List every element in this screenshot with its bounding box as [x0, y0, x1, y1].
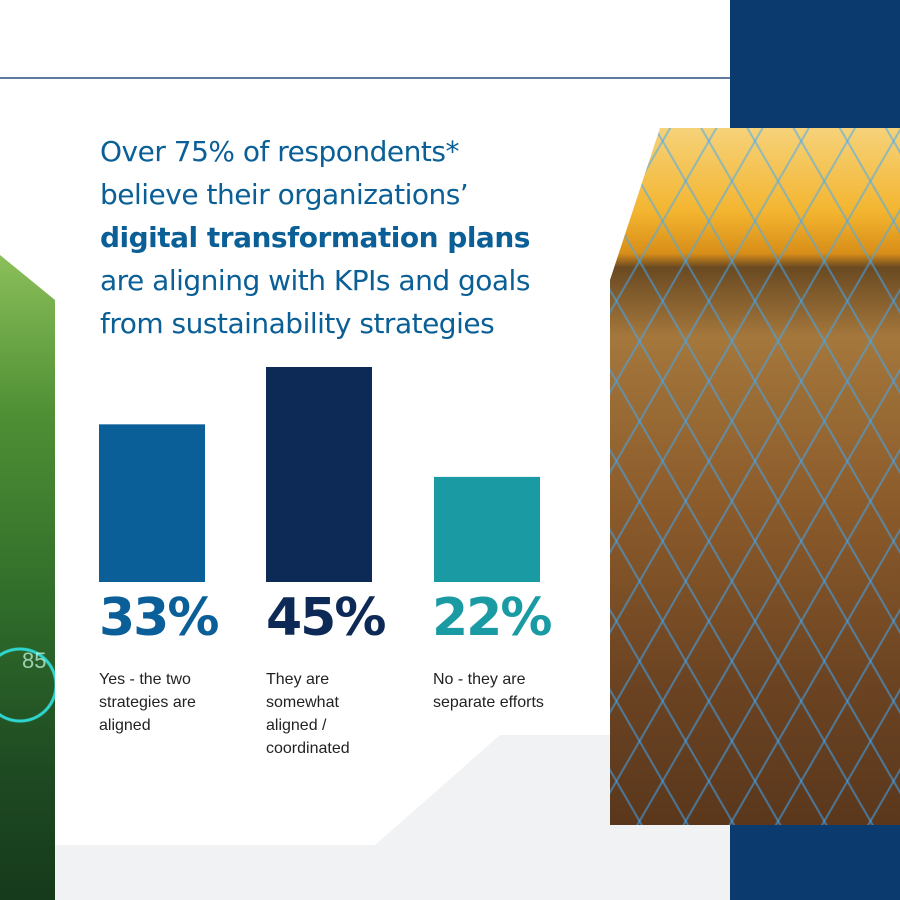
bar-3 [434, 476, 540, 582]
headline-emphasis: digital transformation plans [100, 221, 530, 254]
plant-image [0, 255, 55, 900]
decorative-navy-block-top [730, 0, 900, 128]
bar-1 [99, 424, 205, 582]
plant-image-number: 85 [22, 648, 47, 673]
smart-farm-image [610, 128, 900, 825]
headline-line: believe their organizations’ [100, 178, 469, 211]
category-label-1: Yes - the two strategies are aligned [99, 671, 196, 734]
category-label-2: They are somewhat aligned / coordinated [266, 671, 350, 757]
headline-line: are aligning with KPIs and goals [100, 264, 530, 297]
decorative-navy-block-bottom [730, 825, 900, 900]
value-label-3: 22% [432, 588, 552, 648]
value-label-2: 45% [266, 588, 386, 648]
value-label-1: 33% [99, 588, 219, 648]
bar-2 [266, 367, 372, 582]
headline: Over 75% of respondents* believe their o… [100, 130, 600, 345]
headline-line: Over 75% of respondents* [100, 135, 459, 168]
headline-line: from sustainability strategies [100, 307, 495, 340]
category-label-3: No - they are separate efforts [433, 671, 544, 711]
divider-line [0, 77, 730, 79]
